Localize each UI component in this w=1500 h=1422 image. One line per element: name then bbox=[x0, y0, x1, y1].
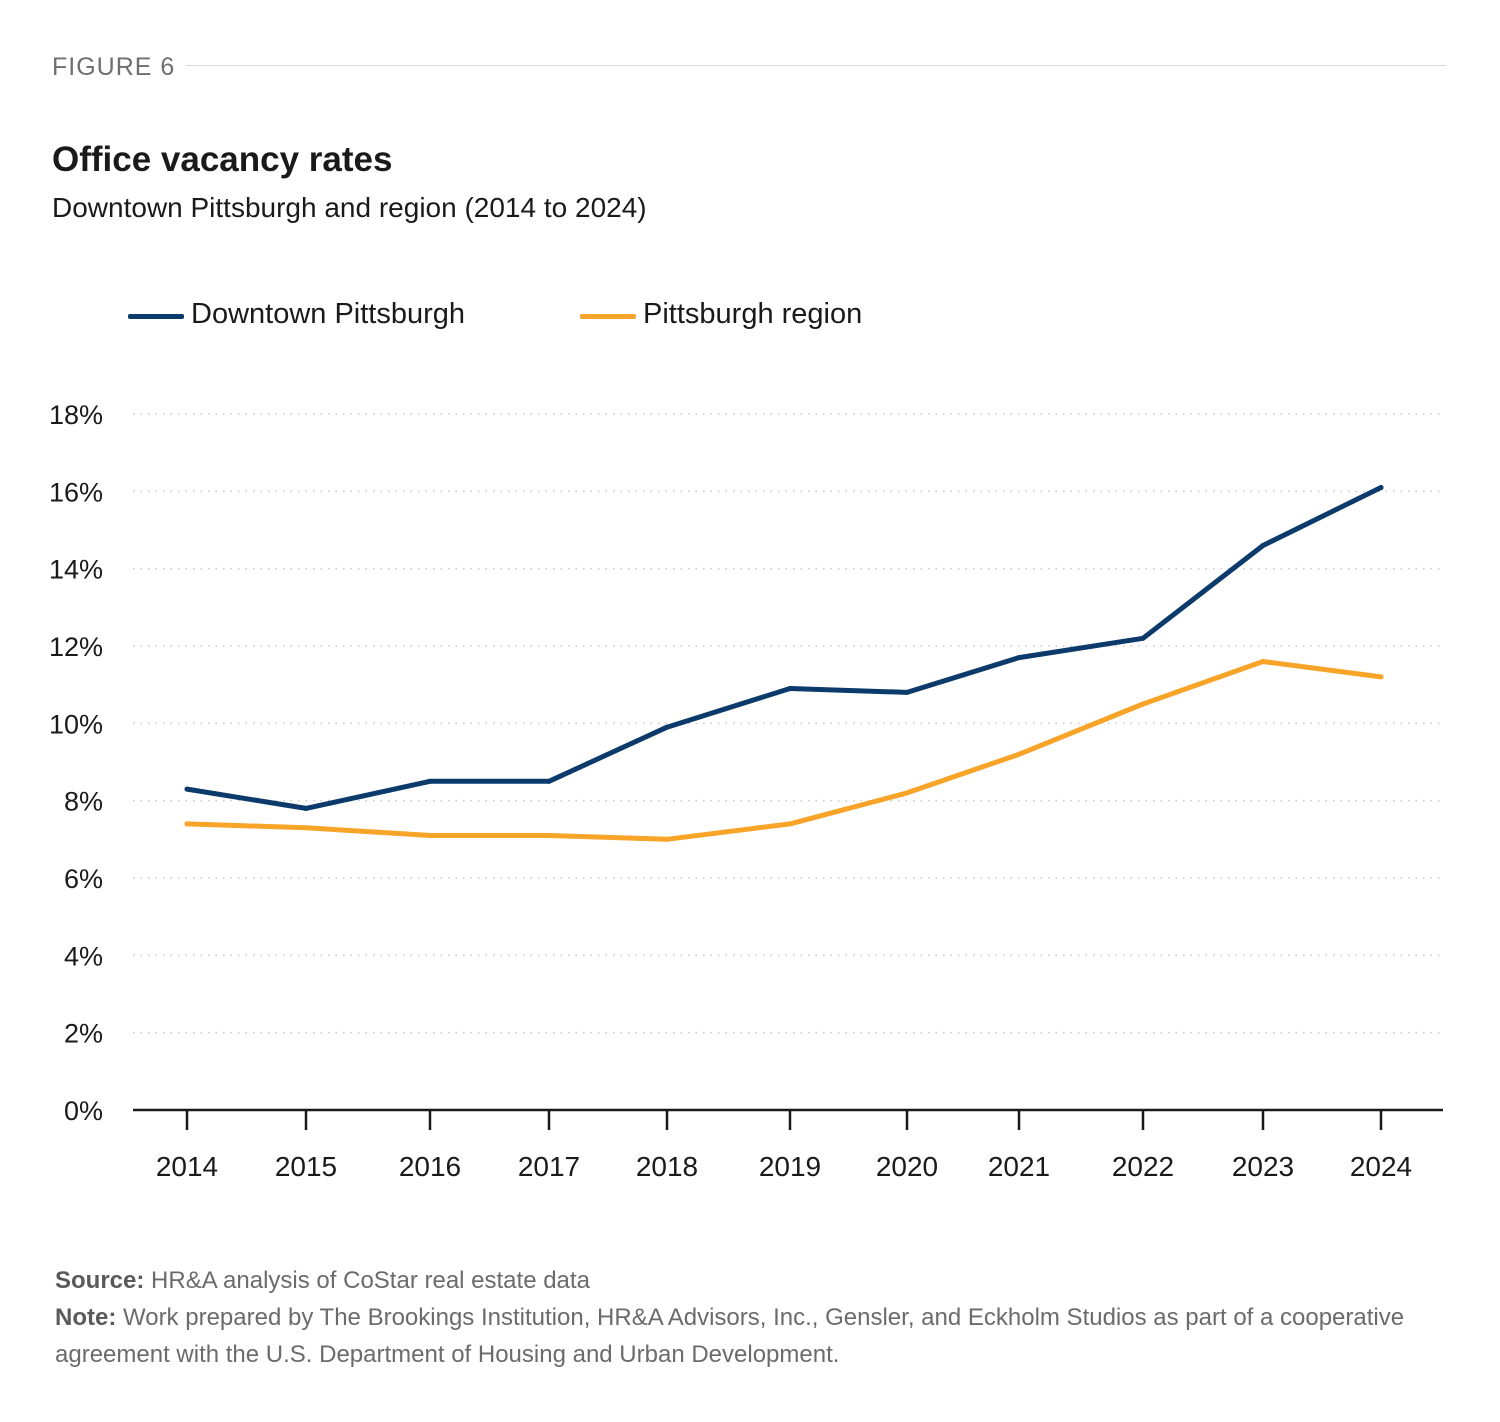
y-tick-label: 12% bbox=[49, 632, 103, 662]
y-tick-label: 2% bbox=[64, 1019, 103, 1049]
legend-swatch-region bbox=[580, 314, 636, 319]
data-point-region bbox=[184, 821, 190, 827]
data-point-downtown bbox=[1378, 484, 1384, 490]
x-tick-label: 2022 bbox=[1112, 1151, 1174, 1182]
source-text: HR&A analysis of CoStar real estate data bbox=[151, 1267, 590, 1294]
note-line: Note: Work prepared by The Brookings Ins… bbox=[55, 1299, 1455, 1373]
note-label: Note: bbox=[55, 1304, 117, 1331]
header-divider bbox=[186, 65, 1446, 66]
data-point-downtown bbox=[1260, 542, 1266, 548]
data-point-downtown bbox=[664, 724, 670, 730]
legend-swatch-downtown bbox=[128, 314, 184, 319]
line-chart: 0% 2% 4% 6% 8% 10% 12% 14% 16% 18% 2014 2015 2016 201… bbox=[49, 400, 1443, 1182]
y-tick-label: 10% bbox=[49, 709, 103, 739]
y-tick-label: 4% bbox=[64, 941, 103, 971]
x-tick-label: 2018 bbox=[636, 1151, 698, 1182]
data-point-region bbox=[1016, 751, 1022, 757]
chart-footer: Source: HR&A analysis of CoStar real est… bbox=[55, 1262, 1455, 1373]
legend-label-region: Pittsburgh region bbox=[643, 298, 863, 330]
source-label: Source: bbox=[55, 1267, 145, 1294]
data-point-downtown bbox=[1140, 635, 1146, 641]
figure-label: FIGURE 6 bbox=[52, 53, 176, 81]
data-point-region bbox=[303, 825, 309, 831]
data-point-region bbox=[904, 790, 910, 796]
y-tick-label: 18% bbox=[49, 400, 103, 430]
data-point-downtown bbox=[303, 805, 309, 811]
figure-header: FIGURE 6 bbox=[52, 50, 1446, 84]
y-tick-label: 16% bbox=[49, 477, 103, 507]
y-tick-label: 8% bbox=[64, 787, 103, 817]
data-point-region bbox=[1260, 658, 1266, 664]
legend-label-downtown: Downtown Pittsburgh bbox=[191, 298, 466, 330]
data-point-region bbox=[1378, 674, 1384, 680]
x-tick-label: 2017 bbox=[518, 1151, 580, 1182]
series-line-downtown bbox=[184, 485, 1384, 811]
data-point-downtown bbox=[546, 778, 552, 784]
data-point-region bbox=[546, 832, 552, 838]
x-tick-label: 2015 bbox=[275, 1151, 337, 1182]
y-tick-label: 0% bbox=[64, 1096, 103, 1126]
data-point-region bbox=[427, 832, 433, 838]
data-point-downtown bbox=[787, 686, 793, 692]
source-line: Source: HR&A analysis of CoStar real est… bbox=[55, 1262, 1455, 1299]
data-point-downtown bbox=[1016, 655, 1022, 661]
x-tick-label: 2023 bbox=[1232, 1151, 1294, 1182]
data-point-region bbox=[664, 836, 670, 842]
data-point-region bbox=[787, 821, 793, 827]
note-text: Work prepared by The Brookings Instituti… bbox=[55, 1304, 1405, 1368]
x-tick-label: 2021 bbox=[988, 1151, 1050, 1182]
data-point-region bbox=[1140, 701, 1146, 707]
data-point-downtown bbox=[427, 778, 433, 784]
x-tick-label: 2019 bbox=[759, 1151, 821, 1182]
data-point-downtown bbox=[904, 689, 910, 695]
x-tick-label: 2024 bbox=[1350, 1151, 1412, 1182]
x-tick-label: 2016 bbox=[399, 1151, 461, 1182]
chart-title: Office vacancy rates bbox=[52, 140, 393, 179]
data-point-downtown bbox=[184, 786, 190, 792]
y-tick-label: 14% bbox=[49, 555, 103, 585]
x-tick-label: 2014 bbox=[156, 1151, 218, 1182]
x-tick-label: 2020 bbox=[876, 1151, 938, 1182]
y-tick-label: 6% bbox=[64, 864, 103, 894]
chart-subtitle: Downtown Pittsburgh and region (2014 to … bbox=[52, 192, 647, 223]
